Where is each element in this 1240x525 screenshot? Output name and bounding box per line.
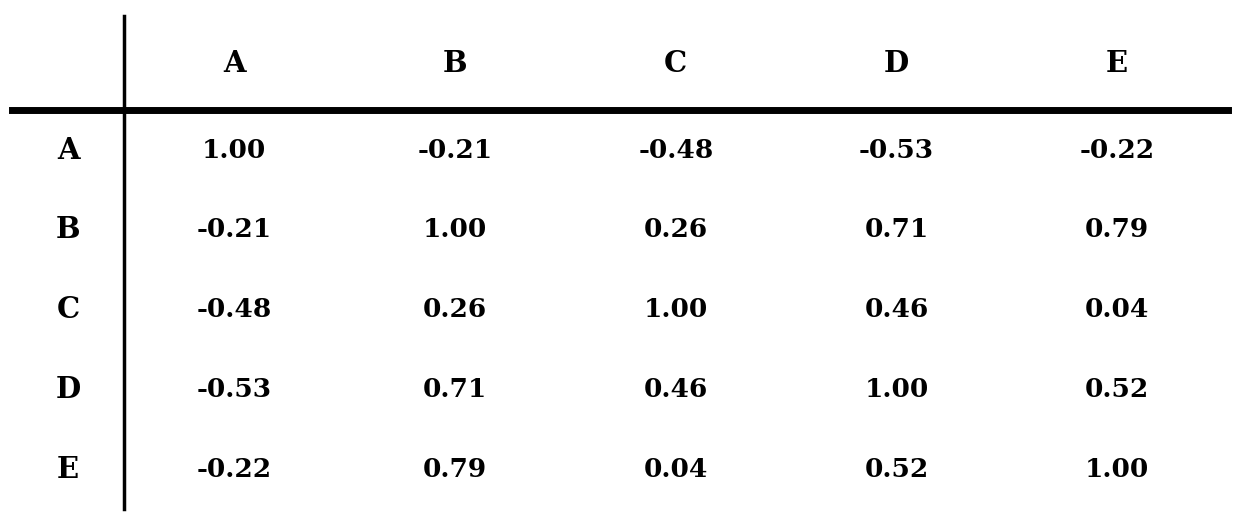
Text: 0.04: 0.04 — [644, 457, 708, 482]
Text: -0.22: -0.22 — [197, 457, 272, 482]
Text: E: E — [1106, 48, 1128, 78]
Text: 0.26: 0.26 — [423, 297, 487, 322]
Text: C: C — [665, 48, 687, 78]
Text: 0.46: 0.46 — [644, 377, 708, 402]
Text: 1.00: 1.00 — [644, 297, 708, 322]
Text: 1.00: 1.00 — [1085, 457, 1149, 482]
Text: 0.71: 0.71 — [864, 217, 929, 243]
Text: E: E — [57, 455, 79, 484]
Text: -0.48: -0.48 — [639, 138, 713, 163]
Text: 1.00: 1.00 — [202, 138, 267, 163]
Text: 1.00: 1.00 — [864, 377, 929, 402]
Text: -0.21: -0.21 — [418, 138, 492, 163]
Text: 0.52: 0.52 — [864, 457, 929, 482]
Text: -0.53: -0.53 — [859, 138, 934, 163]
Text: 0.79: 0.79 — [1085, 217, 1149, 243]
Text: B: B — [443, 48, 467, 78]
Text: 0.79: 0.79 — [423, 457, 487, 482]
Text: 1.00: 1.00 — [423, 217, 487, 243]
Text: 0.46: 0.46 — [864, 297, 929, 322]
Text: A: A — [223, 48, 246, 78]
Text: 0.71: 0.71 — [423, 377, 487, 402]
Text: A: A — [57, 135, 79, 165]
Text: 0.52: 0.52 — [1085, 377, 1149, 402]
Text: D: D — [884, 48, 909, 78]
Text: -0.22: -0.22 — [1080, 138, 1154, 163]
Text: -0.48: -0.48 — [197, 297, 272, 322]
Text: C: C — [57, 295, 79, 324]
Text: -0.53: -0.53 — [197, 377, 272, 402]
Text: B: B — [56, 215, 81, 245]
Text: 0.26: 0.26 — [644, 217, 708, 243]
Text: D: D — [56, 375, 81, 404]
Text: 0.04: 0.04 — [1085, 297, 1149, 322]
Text: -0.21: -0.21 — [197, 217, 272, 243]
